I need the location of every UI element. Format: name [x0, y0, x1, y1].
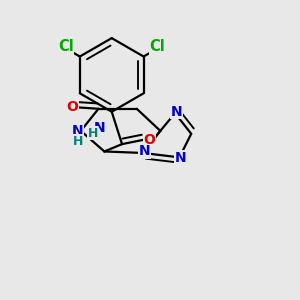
Text: O: O — [143, 133, 155, 147]
Text: Cl: Cl — [150, 39, 166, 54]
Text: N: N — [171, 105, 182, 119]
Text: H: H — [73, 135, 83, 148]
Text: N: N — [94, 121, 106, 135]
Text: N: N — [138, 145, 150, 158]
Text: N: N — [175, 151, 187, 165]
Text: Cl: Cl — [58, 39, 74, 54]
Text: N: N — [72, 124, 84, 138]
Text: H: H — [87, 127, 98, 140]
Text: O: O — [66, 100, 78, 114]
